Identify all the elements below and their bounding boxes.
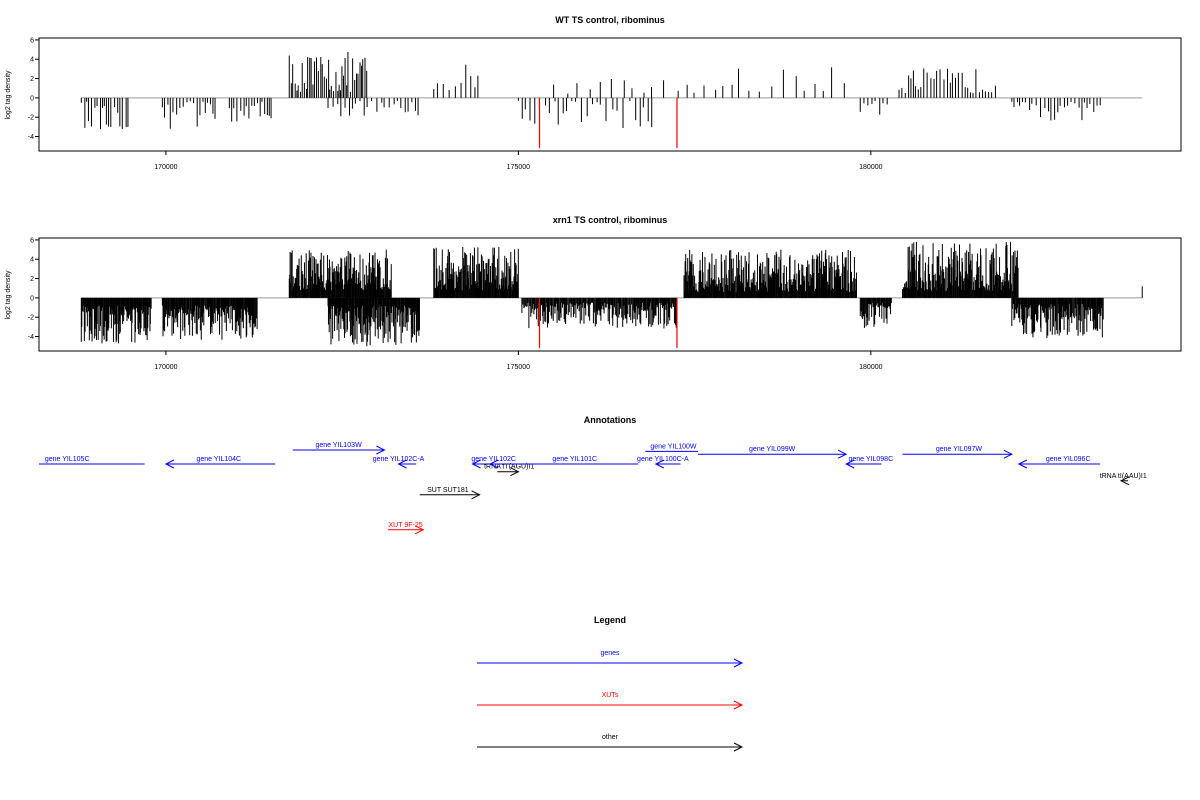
y-tick-label: 0 — [30, 295, 34, 302]
arrow-right-icon — [733, 658, 744, 668]
annotation-features: gene YIL105C gene YIL104C gene YIL103W gene… — [39, 442, 1147, 535]
y-tick-label: -2 — [28, 115, 34, 122]
xrn1-panel: xrn1 TS control, ribominus log2 tag dens… — [5, 215, 1182, 371]
x-tick-label: 175000 — [507, 164, 530, 171]
wt-plot-frame — [38, 37, 1182, 152]
feature-label: XUT 9F-25 — [389, 522, 423, 529]
arrow-right-icon — [837, 449, 848, 459]
feature-label: gene YIL102C-A — [373, 456, 425, 463]
wt-bars — [80, 51, 1143, 149]
feature-label: tRNA tI(AAU)I1 — [1100, 473, 1147, 480]
arrow-right-icon — [414, 525, 425, 535]
y-tick-label: -2 — [28, 315, 34, 322]
feature-label: gene YIL097W — [936, 446, 983, 453]
feature-label: SUT SUT181 — [427, 487, 469, 494]
feature-label: gene YIL096C — [1046, 456, 1091, 463]
arrow-right-icon — [1003, 449, 1013, 459]
y-tick-label: 0 — [30, 95, 34, 102]
legend-label: XUTs — [602, 692, 619, 699]
xrn1-axes: 6 4 2 0 -2 -4 170000 175000 180000 — [28, 237, 883, 371]
feature-label: gene YIL099W — [749, 446, 796, 453]
feature-label: gene YIL104C — [196, 456, 241, 463]
x-tick-label: 180000 — [859, 164, 882, 171]
x-tick-label: 175000 — [507, 364, 530, 371]
annotations-title: Annotations — [584, 415, 637, 425]
legend-panel: Legend genes XUTs other — [477, 615, 744, 752]
xrn1-bars — [80, 241, 1143, 349]
arrow-left-icon — [397, 459, 407, 469]
y-tick-label: 6 — [30, 237, 34, 244]
legend-label: other — [602, 734, 619, 741]
arrow-right-icon — [733, 700, 744, 710]
arrow-left-icon — [471, 459, 481, 469]
xrn1-plot-frame — [38, 237, 1182, 352]
wt-axes: 6 4 2 0 -2 -4 170000 175000 180000 — [28, 37, 883, 171]
feature-label: gene YIL105C — [45, 456, 90, 463]
arrow-right-icon — [733, 742, 744, 752]
feature-label: gene YIL100C-A — [637, 456, 689, 463]
y-tick-label: 2 — [30, 276, 34, 283]
x-tick-label: 170000 — [154, 164, 177, 171]
arrow-left-icon — [489, 459, 499, 469]
xrn1-y-axis-label: log2 tag density — [5, 270, 12, 320]
wt-y-axis-label: log2 tag density — [5, 70, 12, 120]
feature-label: gene YIL101C — [552, 456, 597, 463]
y-tick-label: 6 — [30, 37, 34, 44]
feature-label: gene YIL103W — [316, 442, 363, 449]
legend-items: genes XUTs other — [477, 650, 744, 752]
legend-label: genes — [600, 650, 620, 657]
arrow-left-icon — [1017, 459, 1028, 469]
feature-label: gene YIL100W — [650, 443, 697, 450]
legend-title: Legend — [594, 615, 626, 625]
y-tick-label: -4 — [28, 334, 34, 341]
feature-label: gene YIL102C — [471, 456, 516, 463]
arrow-right-icon — [471, 490, 481, 500]
feature-label: gene YIL098C — [849, 456, 894, 463]
y-tick-label: 4 — [30, 57, 34, 64]
arrow-left-icon — [654, 459, 665, 469]
arrow-right-icon — [376, 445, 386, 455]
annotations-panel: Annotations gene YIL105C gene YIL104Cgene… — [39, 415, 1147, 535]
wt-panel-title: WT TS control, ribominus — [555, 15, 665, 25]
arrow-left-icon — [1119, 476, 1130, 486]
x-tick-label: 180000 — [859, 364, 882, 371]
feature-label: tRNA tT(AGU)I1 — [484, 464, 534, 471]
y-tick-label: 2 — [30, 76, 34, 83]
wt-panel: WT TS control, ribominus log2 tag densit… — [5, 15, 1182, 171]
y-tick-label: -4 — [28, 134, 34, 141]
arrow-left-icon — [164, 459, 175, 469]
arrow-right-icon — [510, 467, 520, 477]
y-tick-label: 4 — [30, 257, 34, 264]
xrn1-panel-title: xrn1 TS control, ribominus — [553, 215, 668, 225]
arrow-left-icon — [845, 459, 855, 469]
x-tick-label: 170000 — [154, 364, 177, 371]
